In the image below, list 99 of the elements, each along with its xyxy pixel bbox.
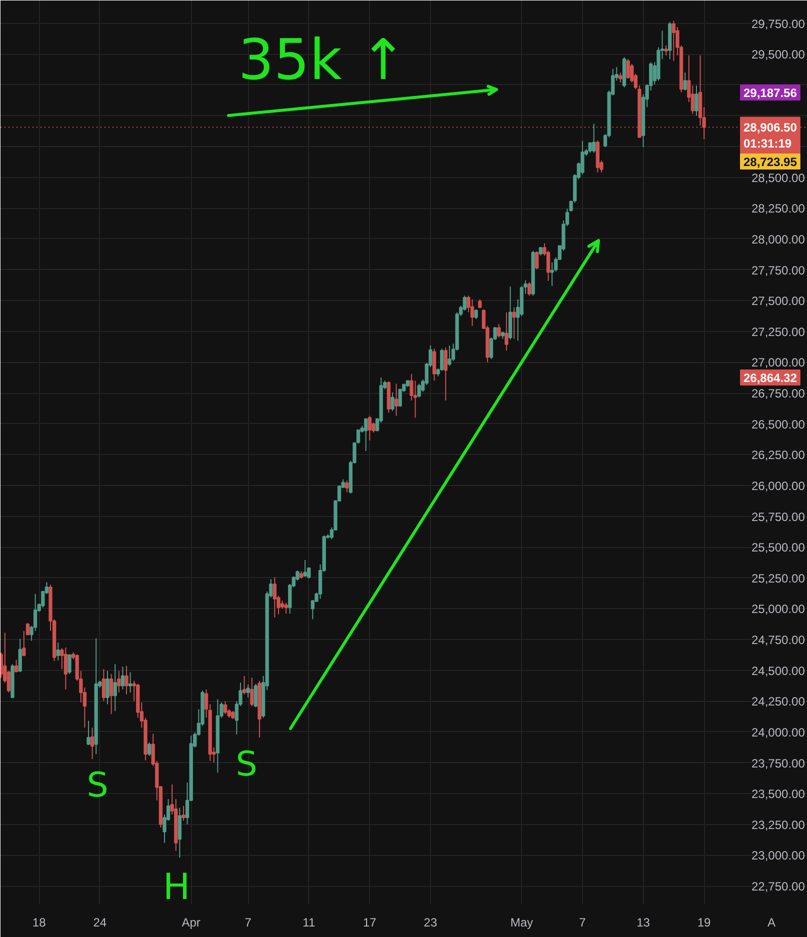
y-tick-label: 23,000.00 [752,848,806,863]
candlestick [394,383,398,416]
candlestick [18,638,22,673]
candlestick [14,659,18,673]
candlestick [128,672,132,694]
y-tick-label: 23,750.00 [752,756,806,770]
x-tick-label: 7 [579,916,586,930]
candlestick [303,560,307,578]
candlestick [527,282,532,296]
ref-line-label: 28,906.50 01:31:19 [744,120,798,150]
y-tick-label: 25,500.00 [752,540,806,555]
candlestick [626,58,630,80]
y-tick-label: 24,500.00 [752,664,806,678]
candlestick [68,654,72,675]
y-tick-label: 24,250.00 [752,694,806,709]
x-tick-label: 11 [302,916,316,930]
x-tick-label: 17 [363,916,377,930]
candlestick [474,308,478,320]
candlestick [178,807,182,858]
annotation: 35k ↑ [238,28,407,93]
candlestick [683,72,687,91]
y-tick-label: 28,000.00 [752,232,806,246]
x-tick-label: 18 [32,916,46,930]
candlestick [109,674,114,715]
y-tick-label: 26,250.00 [752,448,806,462]
y-tick-label: 27,250.00 [752,324,806,339]
y-tick-label: 25,750.00 [752,510,806,524]
candlestick [417,383,421,398]
candlestick [497,324,501,338]
candlestick [272,576,277,618]
y-tick-label: 29,500.00 [752,48,806,62]
x-tick-label: 19 [697,916,712,930]
candlestick [102,668,106,702]
y-tick-label: 24,750.00 [752,633,806,648]
candlestick [86,720,90,746]
candlestick [618,72,622,83]
y-tick-label: 25,250.00 [752,571,806,586]
candlestick [147,742,152,756]
candlestick [398,388,402,408]
y-tick-label: 24,000.00 [752,725,806,740]
candlestick [390,392,394,412]
annotation: H [162,867,190,908]
candlestick [246,684,250,698]
y-tick-label: 28,250.00 [752,202,806,216]
candlestick [56,642,60,661]
annotation: S [86,766,108,806]
y-tick-label: 22,750.00 [752,880,806,894]
candlestick [113,664,117,712]
text: 28,723.95 [744,155,798,169]
candlestick [664,44,668,56]
candlestick [504,312,508,352]
x-tick-label: 7 [244,916,252,930]
candlestick [470,298,474,326]
text: 29,187.56 [744,86,798,100]
x-tick-label: 23 [424,916,438,930]
candlestick [535,250,539,270]
candlestick [120,666,125,690]
candlestick [250,677,254,707]
y-tick-label: 26,750.00 [752,386,806,401]
y-tick-label: 28,500.00 [752,170,806,185]
candlestick [432,348,436,382]
candlestick [368,415,372,441]
y-tick-label: 26,500.00 [752,417,806,432]
text: 26,864.32 [744,371,798,385]
candlestick [284,602,288,614]
y-tick-label: 27,000.00 [752,356,806,370]
y-tick-label: 29,750.00 [752,16,806,31]
candlestick [592,123,596,154]
x-tick-label: 13 [636,916,650,930]
x-tick-label: Apr [182,916,200,930]
y-tick-label: 27,750.00 [752,263,806,278]
candlestick [672,20,676,62]
candlestick [512,306,516,340]
candlestick [694,85,698,116]
y-tick-label: 23,250.00 [752,818,806,832]
y-tick-label: 23,500.00 [752,787,806,802]
candlestick [223,700,228,715]
candlestick [550,262,554,286]
annotation: S [236,744,258,784]
candlestick [254,683,258,708]
x-tick-label: 24 [93,916,107,930]
candlestick [117,670,121,694]
candlestick [345,480,349,493]
candlestick [448,345,452,366]
y-tick-label: 25,000.00 [752,602,806,616]
candlestick [364,418,368,452]
candlestick [124,666,128,695]
candlestick [90,727,94,760]
candlestick [64,647,68,690]
candlestick [106,670,110,705]
text: A [768,916,776,930]
candlestick [580,140,584,175]
candlestick [588,142,592,154]
candlestick [444,346,448,401]
candlestick [182,805,186,822]
x-tick-label: May [510,916,534,930]
y-tick-label: 26,000.00 [752,478,806,493]
candlestick [242,675,246,695]
y-tick-label: 27,500.00 [752,294,806,308]
